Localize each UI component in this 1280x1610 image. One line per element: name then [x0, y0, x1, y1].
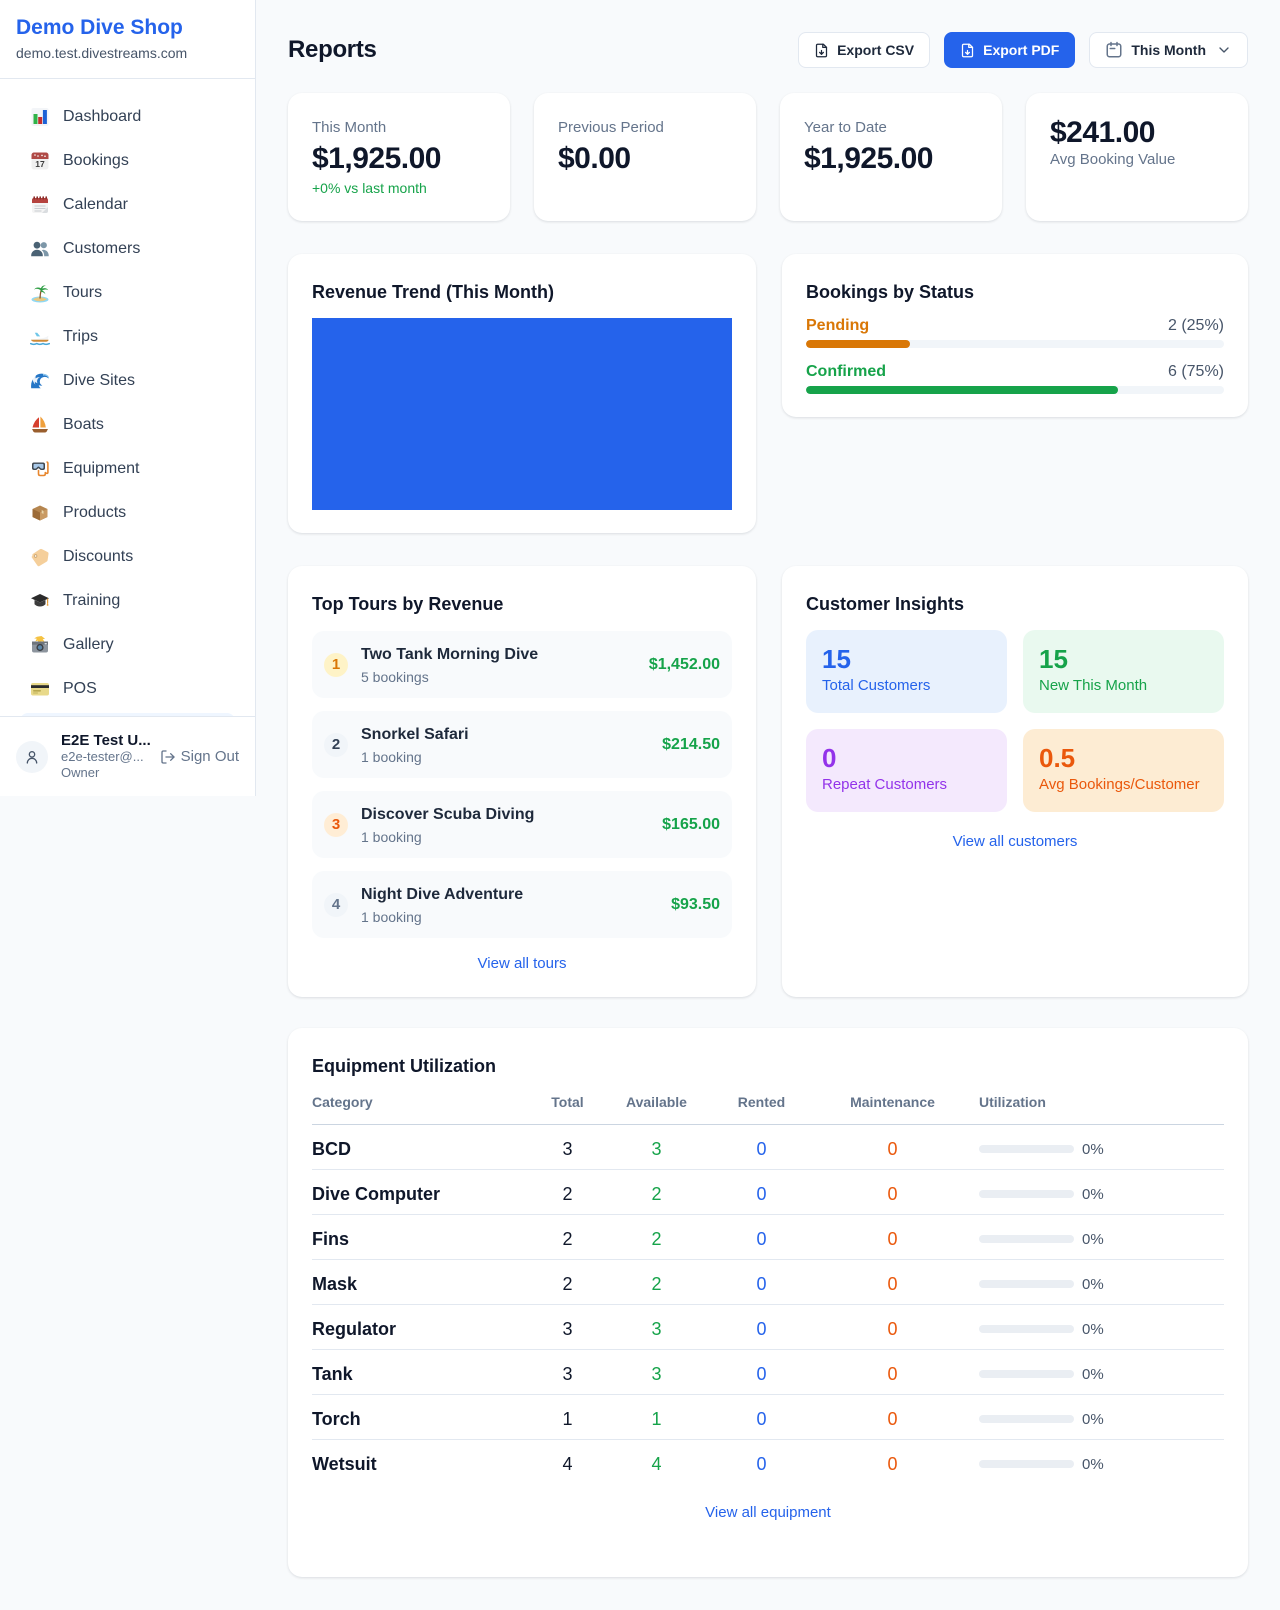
svg-text:17: 17 [35, 159, 45, 169]
